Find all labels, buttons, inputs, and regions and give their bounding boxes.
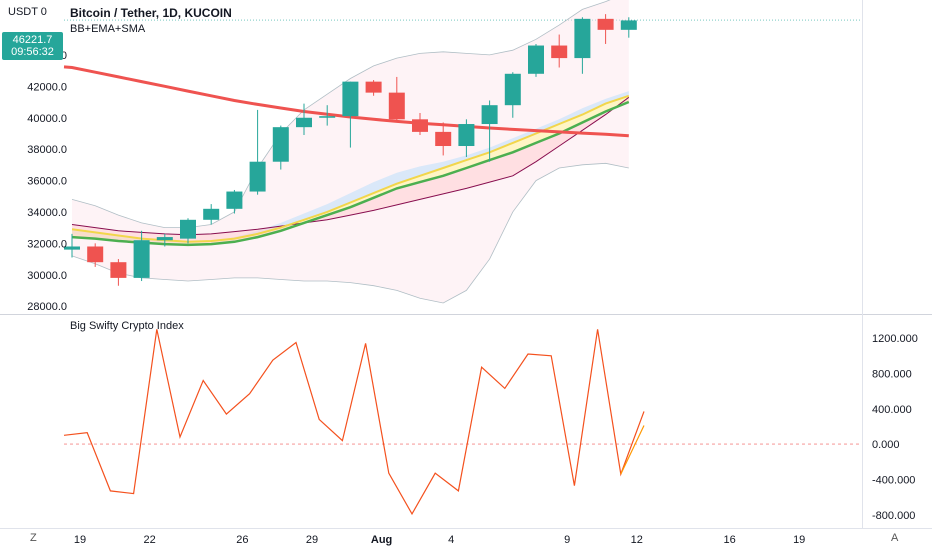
candle: [597, 14, 614, 44]
sma-line: [63, 65, 629, 138]
price-tick-label: 28000.0: [27, 301, 67, 313]
zoom-button[interactable]: Z: [30, 532, 37, 544]
candle: [458, 119, 475, 157]
candle: [412, 113, 428, 136]
candle-body: [203, 208, 220, 220]
swifty-index-line: [63, 329, 645, 516]
swifty-signal-line: [620, 425, 645, 475]
candle: [319, 105, 336, 126]
candle: [64, 233, 80, 258]
candle: [620, 17, 637, 38]
price-tick-label: 38000.0: [27, 144, 67, 156]
auto-scale-button[interactable]: A: [891, 532, 899, 544]
ema-ribbon-red: [72, 97, 629, 245]
candle-body: [504, 73, 521, 106]
time-tick-label: 19: [793, 534, 805, 546]
bollinger-upper-line: [71, 0, 611, 229]
index-tick-label: 400.000: [872, 404, 912, 416]
bar-countdown: 09:56:32: [11, 46, 54, 58]
candle: [249, 109, 266, 195]
candle-body: [156, 237, 173, 241]
candle: [87, 243, 104, 267]
time-tick-label: 22: [143, 534, 155, 546]
candle: [272, 125, 289, 170]
candle: [365, 80, 382, 96]
candle: [203, 204, 220, 225]
index-tick-label: 1200.000: [872, 333, 918, 345]
index-tick-label: -400.000: [872, 474, 915, 486]
candle: [296, 103, 312, 136]
candle-body: [551, 45, 568, 59]
subpane-title[interactable]: Big Swifty Crypto Index: [70, 320, 184, 332]
candle-body: [388, 92, 405, 120]
currency-label[interactable]: USDT 0: [8, 6, 47, 18]
candle: [156, 233, 173, 247]
candle-body: [87, 246, 104, 263]
candle-body: [110, 262, 127, 278]
time-tick-label: 26: [236, 534, 248, 546]
candle: [574, 17, 591, 74]
candle-body: [64, 246, 80, 250]
price-tick-label: 34000.0: [27, 207, 67, 219]
candle-body: [528, 45, 544, 74]
candle: [481, 100, 498, 162]
price-tick-label: 30000.0: [27, 270, 67, 282]
candle-body: [574, 18, 591, 59]
time-tick-label: 4: [448, 534, 454, 546]
candle: [180, 218, 196, 244]
price-tick-label: 36000.0: [27, 176, 67, 188]
candle: [110, 259, 127, 286]
candle-body: [365, 81, 382, 93]
candle-body: [249, 161, 266, 192]
candle: [504, 72, 521, 118]
candle-body: [481, 105, 498, 125]
candle: [435, 122, 452, 156]
symbol-title[interactable]: Bitcoin / Tether, 1D, KUCOIN: [70, 6, 232, 20]
time-tick-label: 16: [723, 534, 735, 546]
time-tick-label: 29: [306, 534, 318, 546]
bollinger-basis-line: [71, 96, 630, 236]
last-price-value: 46221.7: [12, 34, 53, 46]
candle-body: [296, 117, 312, 128]
bollinger-lower-line: [71, 162, 629, 304]
candle-body: [412, 119, 428, 132]
time-tick-label: 9: [564, 534, 570, 546]
last-price-tag: 46221.7 09:56:32: [2, 32, 63, 60]
candle-body: [435, 131, 452, 147]
index-tick-label: 0.000: [872, 439, 900, 451]
index-tick-label: -800.000: [872, 510, 915, 522]
time-tick-label: 12: [631, 534, 643, 546]
index-tick-label: 800.000: [872, 368, 912, 380]
price-tick-label: 42000.0: [27, 81, 67, 93]
candle: [551, 34, 568, 68]
candle-body: [620, 20, 637, 30]
candle-body: [133, 240, 150, 278]
indicators-label[interactable]: BB+EMA+SMA: [70, 23, 146, 35]
candle-body: [272, 127, 289, 162]
candle-body: [597, 18, 614, 30]
price-tick-label: 32000.0: [27, 238, 67, 250]
candle-body: [458, 124, 475, 147]
time-tick-label: Aug: [371, 534, 392, 546]
candle-body: [342, 81, 359, 117]
bollinger-band-fill: [72, 0, 629, 303]
candle-body: [180, 219, 196, 239]
candle: [388, 76, 405, 121]
time-tick-label: 19: [74, 534, 86, 546]
candle: [342, 81, 359, 148]
candle: [133, 230, 150, 282]
price-tick-label: 40000.0: [27, 113, 67, 125]
candle: [528, 43, 544, 77]
candle: [226, 189, 243, 214]
candle-body: [226, 191, 243, 209]
candle-body: [319, 116, 336, 118]
